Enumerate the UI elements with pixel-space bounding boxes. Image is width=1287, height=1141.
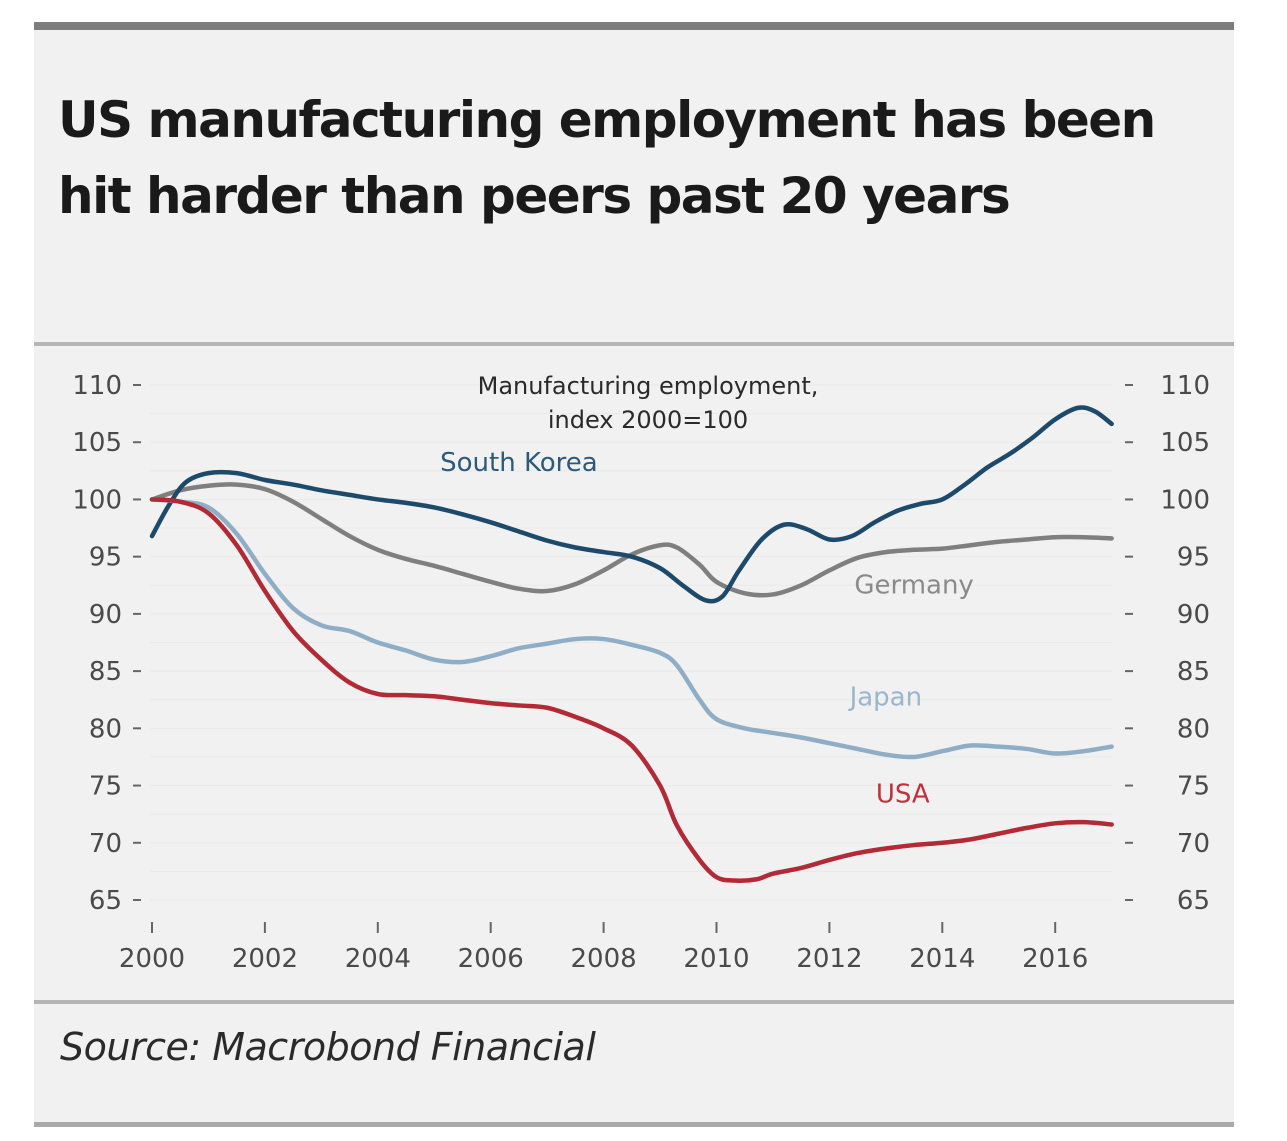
x-tick-label: 2002 bbox=[232, 944, 298, 974]
y-tick-label-right: 85 bbox=[1177, 657, 1210, 687]
x-tick-label: 2014 bbox=[909, 944, 975, 974]
y-tick-label-right: 80 bbox=[1177, 714, 1210, 744]
bottom-rule bbox=[34, 1122, 1234, 1127]
series-labels: Germany South Korea Japan USA bbox=[440, 448, 974, 810]
y-tick-label-left: 110 bbox=[72, 371, 122, 401]
y-tick-label-left: 100 bbox=[72, 485, 122, 515]
y-tick-label-left: 75 bbox=[89, 772, 122, 802]
title-divider bbox=[34, 342, 1234, 346]
chart-card bbox=[34, 22, 1234, 1127]
series-label-japan: Japan bbox=[848, 682, 923, 712]
chart-title: US manufacturing employment has been hit… bbox=[58, 91, 1156, 225]
y-tick-label-left: 85 bbox=[89, 657, 122, 687]
series-label-germany: Germany bbox=[854, 570, 974, 600]
y-tick-label-left: 95 bbox=[89, 543, 122, 573]
series-line-germany bbox=[149, 482, 1114, 598]
y-tick-label-right: 110 bbox=[1160, 371, 1210, 401]
y-tick-label-left: 65 bbox=[89, 886, 122, 916]
y-tick-label-left: 105 bbox=[72, 428, 122, 458]
x-tick-label: 2006 bbox=[458, 944, 524, 974]
y-tick-label-left: 80 bbox=[89, 714, 122, 744]
chart-subtitle-line-2: index 2000=100 bbox=[548, 406, 748, 434]
x-tick-label: 2010 bbox=[683, 944, 749, 974]
y-axis-right: 110 105 100 95 90 85 80 75 70 65 bbox=[1125, 371, 1210, 916]
series-line-japan bbox=[149, 497, 1114, 760]
chart-subtitle-line-1: Manufacturing employment, bbox=[478, 372, 819, 400]
y-tick-label-right: 75 bbox=[1177, 772, 1210, 802]
y-tick-label-left: 90 bbox=[89, 600, 122, 630]
y-tick-label-right: 90 bbox=[1177, 600, 1210, 630]
source-note: Source: Macrobond Financial bbox=[60, 1025, 596, 1069]
y-tick-label-right: 100 bbox=[1160, 485, 1210, 515]
series-label-south-korea: South Korea bbox=[440, 448, 598, 478]
y-axis-left: 110 105 100 95 90 85 80 75 70 65 bbox=[72, 371, 141, 916]
x-tick-label: 2016 bbox=[1022, 944, 1088, 974]
x-tick-label: 2008 bbox=[571, 944, 637, 974]
series-line-south-korea bbox=[149, 405, 1114, 604]
y-tick-label-right: 105 bbox=[1160, 428, 1210, 458]
y-tick-label-left: 70 bbox=[89, 829, 122, 859]
x-axis: 2000 2002 2004 2006 2008 2010 2012 2014 2016 bbox=[119, 922, 1088, 974]
series-lines bbox=[149, 405, 1114, 883]
y-tick-label-right: 65 bbox=[1177, 886, 1210, 916]
series-line-usa bbox=[149, 497, 1114, 883]
source-divider bbox=[34, 1000, 1234, 1004]
x-tick-label: 2012 bbox=[796, 944, 862, 974]
series-label-usa: USA bbox=[876, 780, 930, 810]
y-tick-label-right: 70 bbox=[1177, 829, 1210, 859]
x-tick-label: 2000 bbox=[119, 944, 185, 974]
top-rule bbox=[34, 22, 1234, 30]
x-tick-label: 2004 bbox=[345, 944, 411, 974]
y-tick-label-right: 95 bbox=[1177, 543, 1210, 573]
